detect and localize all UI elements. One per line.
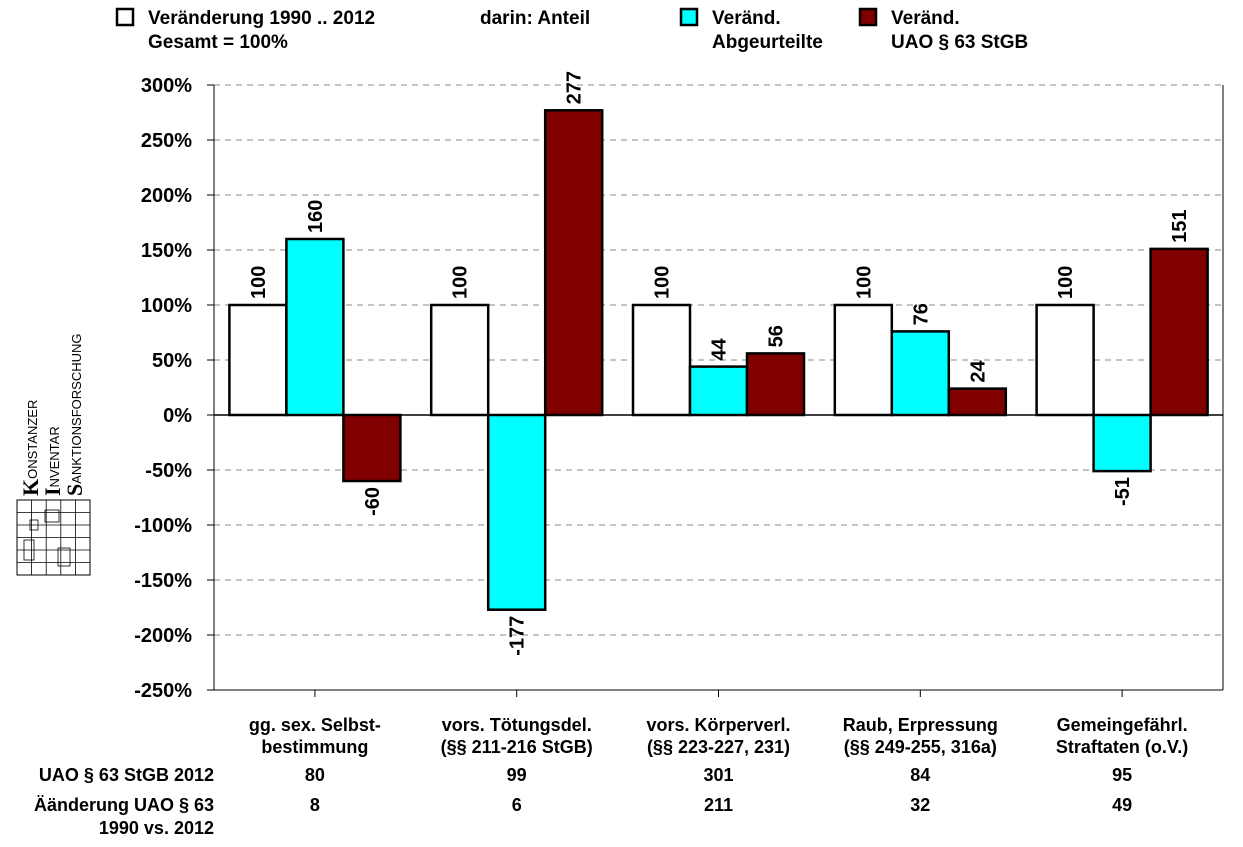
y-tick-label: -200% (134, 625, 192, 647)
logo-grid-block (23, 539, 35, 561)
legend-label: UAO § 63 StGB (891, 32, 1028, 53)
bar-value-label: 44 (709, 337, 731, 360)
bar-value-label: 100 (248, 266, 270, 299)
x-axis: gg. sex. Selbst-bestimmung vors. Tötungsd… (214, 689, 1223, 757)
bar (1035, 303, 1095, 417)
data-labels: 100 160 -60 100 -177 277 100 44 56 100 76 24 100 -51 1… (248, 71, 1191, 656)
legend-label: darin: Anteil (480, 8, 590, 29)
bar (1149, 247, 1209, 417)
y-tick-label: -150% (134, 570, 192, 592)
bar (342, 413, 402, 483)
bar-value-label: 100 (1055, 266, 1077, 299)
bar (543, 109, 604, 417)
table-row-label: 1990 vs. 2012 (99, 818, 214, 838)
legend: Veränderung 1990 .. 2012 Gesamt = 100% dar… (115, 7, 1028, 53)
logo-text-line: SANKTIONSFORSCHUNG (62, 334, 87, 496)
bar (688, 365, 749, 417)
bar (947, 387, 1008, 417)
legend-label: Abgeurteilte (712, 32, 823, 53)
y-tick-label: 250% (141, 130, 192, 152)
table-cell: 6 (512, 795, 522, 815)
x-category-label: Raub, Erpressung (843, 715, 998, 735)
bar-value-label: 151 (1169, 210, 1191, 243)
table-cell: 84 (910, 765, 930, 785)
x-category-label: bestimmung (261, 737, 368, 757)
bar-value-label: 277 (564, 71, 586, 104)
x-category-label: vors. Körperverl. (646, 715, 790, 735)
table-row-label: UAO § 63 StGB 2012 (39, 765, 214, 785)
x-category-label: Gemeingefährl. (1057, 715, 1188, 735)
x-category-label: (§§ 223-227, 231) (647, 737, 790, 757)
bar (429, 303, 490, 417)
y-tick-label: 100% (141, 295, 192, 317)
legend-swatch (858, 7, 878, 27)
bar-value-label: 24 (967, 359, 989, 382)
table-cell: 211 (704, 795, 733, 815)
table-cell: 80 (305, 765, 325, 785)
logo-text-line: KONSTANZER (18, 400, 43, 496)
legend-swatch (115, 7, 135, 27)
x-category-label: (§§ 211-216 StGB) (441, 737, 593, 757)
table-cell: 95 (1112, 765, 1132, 785)
bar (631, 303, 692, 417)
bar-value-label: 100 (450, 266, 472, 299)
bar-value-label: 56 (766, 325, 788, 347)
x-category-label: Straftaten (o.V.) (1056, 737, 1188, 757)
bar-value-label: 100 (652, 266, 674, 299)
bar (285, 237, 345, 417)
logo-text-line: INVENTAR (40, 426, 65, 496)
logo-grid-block (29, 519, 39, 531)
x-category-label: gg. sex. Selbst- (249, 715, 381, 735)
bar (890, 330, 951, 417)
legend-label: Veränderung 1990 .. 2012 (148, 8, 375, 29)
table-cell: 301 (703, 765, 733, 785)
y-tick-label: 150% (141, 240, 192, 262)
y-tick-label: -250% (134, 680, 192, 702)
y-tick-label: -100% (134, 515, 192, 537)
y-tick-label: 200% (141, 185, 192, 207)
bar-value-label: -177 (507, 616, 529, 656)
legend-label: Veränd. (891, 8, 960, 29)
bar (745, 352, 806, 417)
y-tick-label: -50% (145, 460, 192, 482)
y-tick-label: 50% (152, 350, 192, 372)
y-tick-label: 0% (163, 405, 192, 427)
logo-grid-block (57, 547, 71, 567)
table-cell: 8 (310, 795, 320, 815)
bar (1092, 413, 1152, 473)
bar-value-label: -60 (362, 487, 384, 516)
x-category-label: (§§ 249-255, 316a) (844, 737, 997, 757)
bar (486, 413, 547, 611)
legend-label: Gesamt = 100% (148, 32, 288, 53)
y-axis: 300% 250% 200% 150% 100% 50% 0% -50% -100% -150% -… (134, 75, 215, 702)
table-cell: 49 (1112, 795, 1132, 815)
x-category-label: vors. Tötungsdel. (442, 715, 592, 735)
y-tick-label: 300% (141, 75, 192, 97)
bar-value-label: 160 (305, 200, 327, 233)
bar-value-label: -51 (1112, 477, 1134, 506)
bar-value-label: 100 (853, 266, 875, 299)
bar (833, 303, 894, 417)
bar-value-label: 76 (910, 303, 932, 325)
bars (228, 109, 1209, 611)
data-table: UAO § 63 StGB 2012 80 99 301 84 95 Äänderung U… (34, 765, 1132, 838)
bar (228, 303, 288, 417)
table-row-label: Äänderung UAO § 63 (34, 795, 214, 815)
legend-label: Veränd. (712, 8, 781, 29)
logo-grid-block (44, 509, 60, 523)
table-cell: 32 (910, 795, 930, 815)
table-cell: 99 (507, 765, 527, 785)
legend-swatch (679, 7, 699, 27)
